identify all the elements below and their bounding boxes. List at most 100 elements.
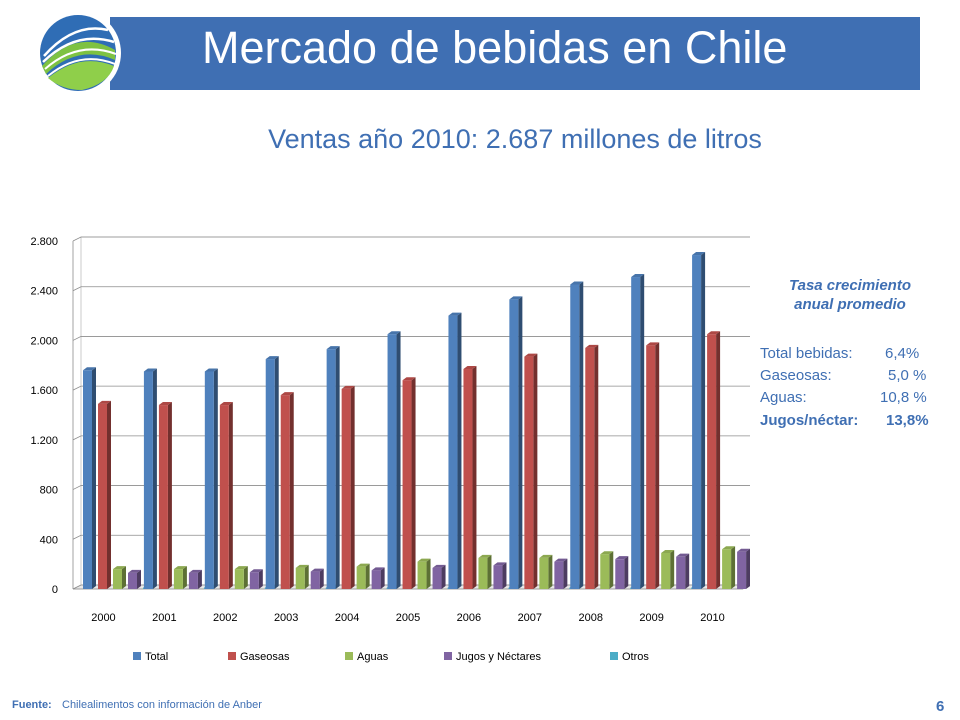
gridline (72, 286, 750, 292)
bar-side (731, 546, 736, 589)
bar (463, 369, 473, 589)
bar-top (204, 368, 218, 372)
bar (280, 395, 290, 589)
bar (387, 334, 397, 589)
bar-top (295, 564, 309, 568)
bar (128, 572, 137, 589)
bar-side (258, 569, 263, 589)
source-label: Fuente: (12, 699, 52, 711)
bar-top (432, 564, 446, 568)
bar (737, 551, 747, 589)
bar-top (600, 551, 614, 555)
bar-side (319, 568, 324, 589)
bar (570, 284, 580, 589)
bar (98, 403, 107, 589)
y-tick-label: 2.400 (30, 286, 58, 298)
gridline (72, 236, 750, 242)
bar (265, 359, 275, 589)
bar (83, 370, 92, 589)
bar-top (326, 346, 340, 350)
bar-top (737, 548, 750, 552)
bar-side (289, 392, 294, 589)
bar-top (631, 274, 645, 278)
bar-side (137, 569, 141, 589)
bar-side (487, 554, 492, 589)
rate-value: 6,4% (885, 345, 920, 362)
rate-label: Jugos/néctar: (760, 412, 859, 429)
bar (249, 572, 259, 589)
bar (524, 356, 534, 589)
bar-top (188, 569, 202, 573)
bar (188, 572, 198, 589)
rate-label: Gaseosas: (760, 367, 832, 384)
bar-side (304, 564, 309, 589)
page-title: Mercado de bebidas en Chile (202, 22, 788, 73)
bar-top (448, 312, 462, 316)
x-tick-label: 2003 (274, 612, 298, 624)
bar-top (341, 385, 355, 389)
bar-top (128, 569, 141, 573)
bar-side (182, 566, 187, 589)
bar-side (457, 312, 462, 589)
bar-top (615, 556, 629, 560)
bar-top (692, 252, 706, 256)
bar (326, 349, 336, 589)
source-text: Chilealimentos con información de Anber (62, 699, 262, 711)
bar-top (387, 331, 401, 335)
bar-top (417, 558, 431, 562)
bar (585, 347, 595, 589)
bar (493, 565, 503, 589)
bar (356, 566, 366, 589)
bar-side (685, 553, 690, 589)
bar-top (158, 402, 172, 406)
rate-label: Aguas: (760, 389, 807, 406)
x-tick-label: 2002 (213, 612, 237, 624)
legend-label: Otros (622, 651, 649, 663)
bar-side (640, 274, 645, 589)
page-number: 6 (936, 698, 945, 715)
bar (310, 571, 320, 589)
bar-side (594, 344, 599, 589)
gridline (72, 336, 750, 341)
bar-side (228, 402, 233, 589)
bar (113, 569, 122, 589)
bar-top (707, 331, 721, 335)
bar-side (274, 356, 279, 589)
y-tick-label: 400 (40, 534, 58, 546)
bar-top (219, 402, 233, 406)
y-tick-label: 2.800 (30, 236, 58, 248)
bar-top (356, 563, 370, 567)
bar (676, 556, 686, 589)
bar-top (265, 356, 279, 360)
bar-side (335, 346, 340, 589)
bar-top (310, 568, 324, 572)
growth-rate-heading: Tasa crecimiento anual promedio (760, 276, 940, 314)
bar (509, 299, 519, 589)
bar (143, 371, 153, 589)
x-tick-label: 2005 (396, 612, 420, 624)
growth-rate-heading-line2: anual promedio (794, 296, 906, 313)
bar-top (554, 558, 568, 562)
bar-side (716, 331, 721, 589)
bar (295, 567, 305, 589)
rate-value: 5,0 % (888, 367, 927, 384)
bar (234, 569, 244, 589)
legend-swatch (345, 652, 353, 660)
header-bar (110, 17, 920, 90)
bar (371, 570, 381, 589)
bar-side (472, 366, 477, 589)
bar-side (411, 377, 416, 589)
bar-side (380, 567, 385, 589)
bar-top (371, 567, 385, 571)
bar-side (701, 252, 706, 589)
bar-top (585, 344, 599, 348)
bar-side (624, 556, 629, 589)
x-tick-label: 2000 (91, 612, 115, 624)
globe-logo-icon (35, 10, 121, 96)
bar-side (197, 569, 202, 589)
bar-side (563, 558, 568, 589)
bar (646, 345, 656, 589)
bar-top (570, 281, 584, 285)
legend-label: Gaseosas (240, 651, 290, 663)
rate-label: Total bebidas: (760, 345, 853, 362)
